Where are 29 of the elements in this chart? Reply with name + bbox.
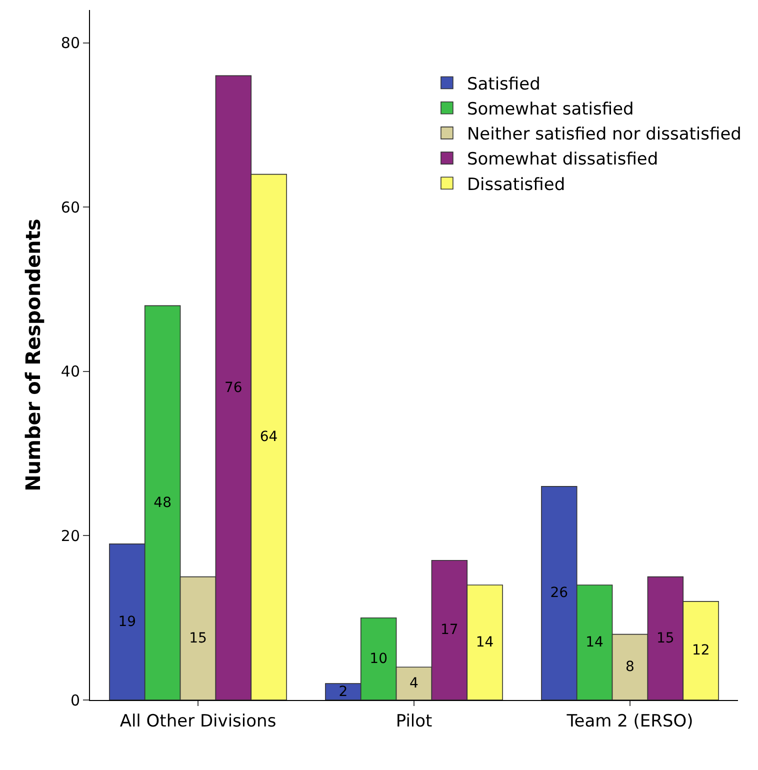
legend-label: Somewhat satisfied [466, 99, 634, 120]
data-label: 2 [338, 684, 348, 700]
data-label: 15 [656, 630, 674, 646]
data-label: 48 [154, 494, 172, 511]
x-tick-label: All Other Divisions [120, 711, 276, 732]
data-label: 15 [189, 630, 207, 646]
y-tick-label: 20 [60, 526, 80, 545]
data-label: 14 [476, 634, 494, 650]
legend-label: Dissatisfied [466, 174, 566, 195]
data-label: 76 [224, 380, 242, 396]
y-tick-label: 0 [70, 691, 80, 710]
legend-label: Somewhat dissatisfied [466, 150, 658, 170]
x-tick-label: Pilot [396, 711, 433, 732]
data-label: 26 [550, 585, 568, 602]
legend-label: Satisfied [466, 74, 540, 94]
y-tick-label: 40 [60, 362, 80, 381]
data-label: 12 [692, 642, 710, 659]
data-label: 14 [586, 634, 604, 650]
y-tick-label: 80 [60, 34, 80, 52]
data-label: 10 [370, 650, 388, 667]
x-tick-label: Team 2 (ERSO) [566, 711, 694, 732]
data-label: 64 [260, 429, 278, 446]
legend-label: Neither satisfied nor dissatisfied [466, 124, 742, 145]
data-label: 19 [118, 614, 136, 630]
y-axis-title: Number of Respondents [21, 218, 45, 492]
data-label: 17 [440, 622, 458, 638]
data-label: 4 [410, 676, 418, 692]
data-label: 8 [626, 659, 634, 676]
y-tick-label: 60 [60, 198, 80, 216]
